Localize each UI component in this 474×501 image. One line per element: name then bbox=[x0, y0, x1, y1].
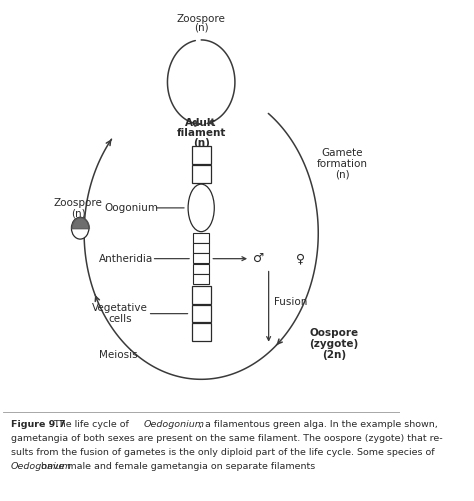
Text: Gamete: Gamete bbox=[321, 148, 363, 158]
Text: have male and female gametangia on separate filaments: have male and female gametangia on separ… bbox=[38, 461, 315, 470]
Text: Adult: Adult bbox=[185, 118, 217, 128]
Text: Figure 9.7: Figure 9.7 bbox=[11, 420, 65, 429]
Text: Oedogonium: Oedogonium bbox=[144, 420, 205, 429]
Text: Antheridia: Antheridia bbox=[99, 254, 153, 264]
Text: (zygote): (zygote) bbox=[310, 339, 359, 349]
Text: Meiosis: Meiosis bbox=[99, 350, 137, 360]
Text: (n): (n) bbox=[335, 170, 349, 180]
Text: (n): (n) bbox=[193, 138, 210, 148]
Bar bbox=[191, 286, 211, 304]
Text: ♂: ♂ bbox=[253, 252, 264, 265]
Ellipse shape bbox=[188, 184, 214, 231]
Text: gametangia of both sexes are present on the same filament. The oospore (zygote) : gametangia of both sexes are present on … bbox=[11, 434, 442, 443]
Text: (2n): (2n) bbox=[322, 350, 346, 360]
Text: Zoospore: Zoospore bbox=[177, 14, 226, 24]
Text: formation: formation bbox=[317, 159, 367, 169]
Text: Zoospore: Zoospore bbox=[54, 198, 102, 208]
Text: filament: filament bbox=[176, 128, 226, 138]
Bar bbox=[193, 264, 209, 274]
Text: (n): (n) bbox=[71, 208, 85, 218]
Text: Oedogonium: Oedogonium bbox=[11, 461, 72, 470]
Text: ♀: ♀ bbox=[296, 252, 305, 265]
Text: Fusion: Fusion bbox=[274, 297, 307, 307]
Bar bbox=[193, 243, 209, 253]
Bar bbox=[193, 254, 209, 264]
Text: cells: cells bbox=[108, 314, 132, 324]
Bar bbox=[191, 165, 211, 183]
Circle shape bbox=[72, 217, 89, 239]
Bar bbox=[193, 274, 209, 284]
Bar bbox=[191, 305, 211, 322]
Text: sults from the fusion of gametes is the only diploid part of the life cycle. Som: sults from the fusion of gametes is the … bbox=[11, 448, 434, 457]
Text: Oospore: Oospore bbox=[310, 328, 359, 338]
Text: , a filamentous green alga. In the example shown,: , a filamentous green alga. In the examp… bbox=[199, 420, 438, 429]
Text: Vegetative: Vegetative bbox=[92, 303, 148, 313]
Text: (n): (n) bbox=[194, 23, 209, 33]
Bar bbox=[191, 146, 211, 164]
Text: Oogonium: Oogonium bbox=[105, 203, 159, 213]
Bar bbox=[193, 232, 209, 242]
Text: The life cycle of: The life cycle of bbox=[48, 420, 132, 429]
Bar bbox=[191, 323, 211, 341]
